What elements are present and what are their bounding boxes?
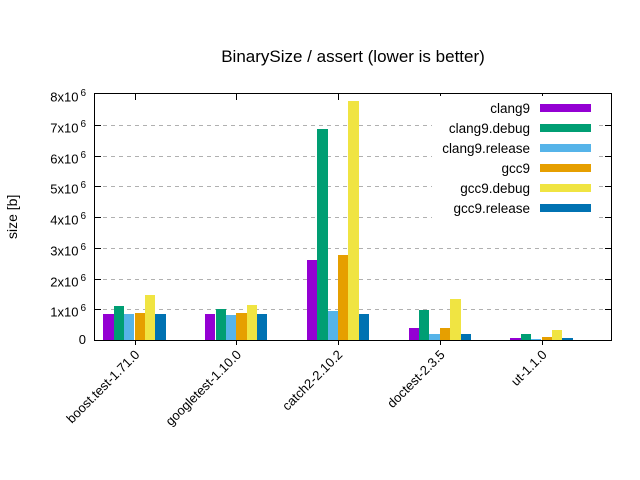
chart-title: BinarySize / assert (lower is better)	[221, 47, 485, 66]
y-tick-label: 3x10 6	[50, 242, 86, 259]
bar-gcc9.release-catch2-2.10.2	[358, 314, 370, 340]
legend-row-clang9.release: clang9.release	[442, 138, 591, 158]
y-tick-label: 5x10 6	[50, 180, 86, 197]
legend-label: gcc9	[501, 160, 530, 176]
legend-row-gcc9.debug: gcc9.debug	[442, 178, 591, 198]
x-tick-mark-bottom	[440, 341, 441, 345]
legend-label: gcc9.release	[453, 200, 530, 216]
x-tick-mark-top	[338, 94, 339, 100]
legend-row-clang9.debug: clang9.debug	[442, 118, 591, 138]
y-tick-mark	[605, 186, 611, 187]
bar-clang9-doctest-2.3.5	[408, 328, 419, 340]
bar-gcc9.debug-catch2-2.10.2	[348, 101, 359, 340]
x-tick-mark-top	[135, 94, 136, 100]
legend-row-gcc9.release: gcc9.release	[442, 198, 591, 218]
bar-gcc9-boost.test-1.71.0	[134, 313, 145, 340]
y-tick-label: 7x10 6	[50, 119, 86, 136]
y-tick-mark	[605, 279, 611, 280]
bar-clang9.release-catch2-2.10.2	[327, 311, 338, 340]
legend-swatch	[540, 184, 591, 192]
bar-gcc9.release-doctest-2.3.5	[460, 334, 471, 340]
bar-gcc9.release-boost.test-1.71.0	[155, 314, 166, 340]
bar-gcc9.debug-ut-1.1.0	[551, 330, 563, 340]
legend-row-clang9: clang9	[442, 98, 591, 118]
bar-gcc9-ut-1.1.0	[541, 337, 552, 340]
bar-clang9-googletest-1.10.0	[205, 314, 216, 340]
y-tick-label: 8x10 6	[50, 88, 86, 105]
legend-swatch	[540, 144, 591, 152]
y-tick-mark	[95, 156, 101, 157]
legend-swatch	[540, 164, 591, 172]
bar-clang9.debug-boost.test-1.71.0	[113, 306, 125, 340]
legend-swatch	[540, 124, 591, 132]
bar-gcc9.debug-boost.test-1.71.0	[144, 295, 156, 340]
legend-row-gcc9: gcc9	[442, 158, 591, 178]
bar-clang9.debug-catch2-2.10.2	[317, 129, 328, 340]
y-tick-label: 6x10 6	[50, 150, 86, 167]
bar-clang9.debug-ut-1.1.0	[520, 334, 532, 340]
x-tick-mark-top	[236, 94, 237, 100]
legend-swatch	[540, 104, 591, 112]
bar-clang9.debug-doctest-2.3.5	[418, 310, 430, 340]
y-tick-label: 1x10 6	[50, 303, 86, 320]
y-tick-label: 4x10 6	[50, 211, 86, 228]
bar-clang9.release-ut-1.1.0	[531, 339, 542, 340]
plot-area: clang9 clang9.debug clang9.release gcc9 gcc9…	[94, 93, 612, 341]
bar-clang9.debug-googletest-1.10.0	[215, 309, 226, 340]
bar-clang9-boost.test-1.71.0	[103, 314, 114, 340]
x-tick-mark-bottom	[542, 341, 543, 345]
x-tick-mark-bottom	[236, 341, 237, 345]
legend-label: clang9.release	[442, 140, 530, 156]
y-tick-mark	[95, 217, 101, 218]
bar-clang9.release-googletest-1.10.0	[225, 315, 237, 340]
bar-gcc9-catch2-2.10.2	[338, 255, 349, 340]
x-tick-mark-bottom	[338, 341, 339, 345]
y-tick-mark	[605, 248, 611, 249]
bar-gcc9.debug-doctest-2.3.5	[450, 299, 461, 340]
legend-swatch	[540, 204, 591, 212]
y-tick-mark	[95, 125, 101, 126]
bar-clang9-ut-1.1.0	[510, 338, 521, 340]
y-tick-mark	[95, 279, 101, 280]
bar-clang9.release-boost.test-1.71.0	[124, 314, 135, 340]
bar-gcc9.release-ut-1.1.0	[562, 338, 573, 340]
y-tick-mark	[95, 309, 101, 310]
y-tick-mark	[95, 248, 101, 249]
y-tick-label: 2x10 6	[50, 273, 86, 290]
bar-gcc9-doctest-2.3.5	[439, 328, 451, 340]
legend-label: clang9	[490, 100, 530, 116]
bar-clang9.release-doctest-2.3.5	[429, 334, 440, 340]
y-tick-mark	[605, 217, 611, 218]
legend: clang9 clang9.debug clang9.release gcc9 gcc9…	[432, 96, 597, 220]
x-tick-mark-bottom	[135, 341, 136, 345]
legend-label: gcc9.debug	[460, 180, 530, 196]
bar-gcc9-googletest-1.10.0	[236, 313, 247, 340]
y-tick-mark	[605, 309, 611, 310]
bar-gcc9.debug-googletest-1.10.0	[246, 305, 258, 340]
y-tick-mark	[605, 156, 611, 157]
y-tick-label: 0	[78, 332, 86, 347]
legend-label: clang9.debug	[448, 120, 530, 136]
bar-clang9-catch2-2.10.2	[306, 260, 318, 340]
y-tick-mark	[95, 186, 101, 187]
bar-gcc9.release-googletest-1.10.0	[257, 314, 268, 340]
y-tick-mark	[605, 125, 611, 126]
